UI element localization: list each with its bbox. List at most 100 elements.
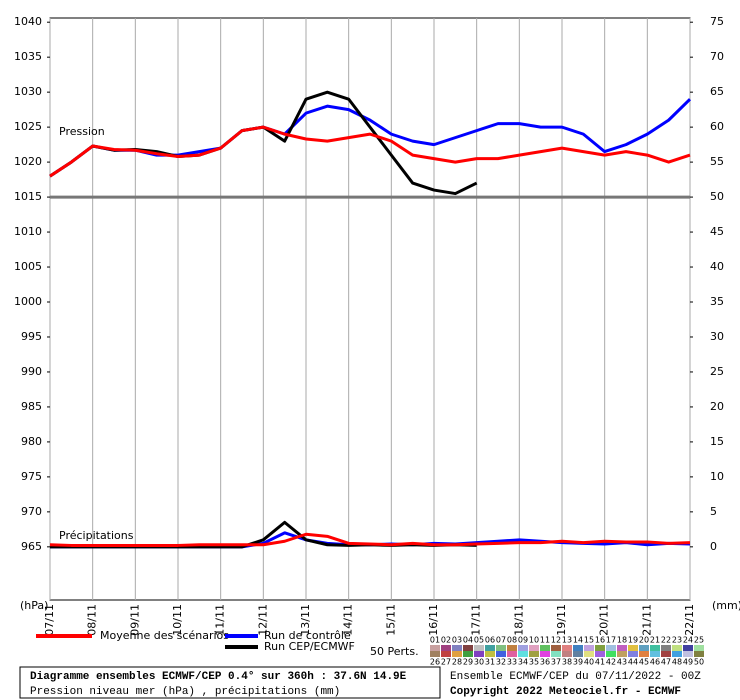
y-tick-label: 1025 <box>14 120 42 133</box>
x-tick-label: 09/11 <box>128 604 141 636</box>
annotation: Précipitations <box>59 529 134 542</box>
annotation: Pression <box>59 125 105 138</box>
perturbation-label: 43 <box>617 658 627 667</box>
perturbation-label: 16 <box>595 636 605 645</box>
plot-area <box>49 17 691 601</box>
y-tick-label: 1015 <box>14 190 42 203</box>
perturbation-label: 02 <box>441 636 451 645</box>
perturbation-label: 39 <box>573 658 583 667</box>
y2-tick-label: 5 <box>710 505 717 518</box>
y2-tick-label: 0 <box>710 540 717 553</box>
perturbation-label: 04 <box>463 636 473 645</box>
x-tick-label: 19/11 <box>555 604 568 636</box>
x-tick-label: 16/11 <box>427 604 440 636</box>
perturbation-label: 21 <box>650 636 660 645</box>
perturbation-swatch <box>441 645 451 651</box>
perturbation-label: 47 <box>661 658 671 667</box>
perturbation-label: 12 <box>551 636 561 645</box>
perturbation-label: 22 <box>661 636 671 645</box>
perturbation-label: 03 <box>452 636 462 645</box>
perturbation-label: 48 <box>672 658 682 667</box>
perturbation-label: 20 <box>639 636 649 645</box>
perturbation-swatch <box>639 645 649 651</box>
y-tick-label: 970 <box>21 505 42 518</box>
y-tick-label: 1020 <box>14 155 42 168</box>
perturbation-swatch <box>562 645 572 651</box>
perturbation-label: 28 <box>452 658 462 667</box>
y-tick-label: 985 <box>21 400 42 413</box>
perturbation-swatch <box>452 651 462 657</box>
perturbation-swatch <box>474 651 484 657</box>
perturbation-label: 38 <box>562 658 572 667</box>
copyright: Copyright 2022 Meteociel.fr - ECMWF <box>450 686 681 698</box>
perturbation-label: 23 <box>672 636 682 645</box>
perturbation-swatch <box>672 645 682 651</box>
perturbation-label: 24 <box>683 636 693 645</box>
x-tick-label: 21/11 <box>640 604 653 636</box>
perturbation-swatch <box>441 651 451 657</box>
perturbation-swatch <box>694 651 704 657</box>
perturbations-label: 50 Perts. <box>370 645 419 658</box>
perturbation-label: 30 <box>474 658 484 667</box>
x-tick-label: 14/11 <box>342 604 355 636</box>
perturbation-swatch <box>496 645 506 651</box>
perturbation-swatch <box>595 651 605 657</box>
perturbation-label: 32 <box>496 658 506 667</box>
perturbation-swatch <box>540 645 550 651</box>
perturbation-swatch <box>628 651 638 657</box>
perturbation-swatch <box>628 645 638 651</box>
y2-tick-label: 55 <box>710 155 724 168</box>
y-tick-label: 990 <box>21 365 42 378</box>
y2-tick-label: 15 <box>710 435 724 448</box>
perturbation-label: 05 <box>474 636 484 645</box>
x-tick-label: 12/11 <box>256 604 269 636</box>
perturbation-label: 31 <box>485 658 495 667</box>
y-tick-label: 1035 <box>14 50 42 63</box>
perturbation-label: 29 <box>463 658 473 667</box>
perturbation-label: 14 <box>573 636 583 645</box>
y2-tick-label: 60 <box>710 120 724 133</box>
perturbation-swatch <box>518 645 528 651</box>
y-tick-label: 1040 <box>14 15 42 28</box>
perturbation-swatch <box>430 645 440 651</box>
run-info: Ensemble ECMWF/CEP du 07/11/2022 - 00Z <box>450 671 701 683</box>
perturbation-label: 27 <box>441 658 451 667</box>
perturbation-label: 45 <box>639 658 649 667</box>
y2-tick-label: 10 <box>710 470 724 483</box>
perturbation-label: 18 <box>617 636 627 645</box>
perturbation-label: 46 <box>650 658 660 667</box>
y-tick-label: 1005 <box>14 260 42 273</box>
perturbation-label: 08 <box>507 636 517 645</box>
perturbation-label: 25 <box>694 636 704 645</box>
perturbation-label: 37 <box>551 658 561 667</box>
perturbation-swatch <box>485 651 495 657</box>
y-tick-label: 1000 <box>14 295 42 308</box>
y-tick-label: 975 <box>21 470 42 483</box>
y2-tick-label: 35 <box>710 295 724 308</box>
perturbation-swatch <box>430 651 440 657</box>
series-line <box>49 532 691 547</box>
perturbation-swatch <box>672 651 682 657</box>
perturbation-swatch <box>562 651 572 657</box>
perturbation-label: 06 <box>485 636 495 645</box>
series-line <box>49 125 691 178</box>
perturbation-label: 41 <box>595 658 605 667</box>
perturbation-label: 11 <box>540 636 550 645</box>
x-tick-label: 17/11 <box>470 604 483 636</box>
perturbation-swatch <box>507 651 517 657</box>
x-tick-label: 11/11 <box>214 604 227 636</box>
perturbation-swatch <box>639 651 649 657</box>
perturbation-swatch <box>529 645 539 651</box>
y2-tick-label: 45 <box>710 225 724 238</box>
y2-tick-label: 50 <box>710 190 724 203</box>
y-tick-label: 995 <box>21 330 42 343</box>
perturbation-swatch <box>617 651 627 657</box>
x-tick-label: 07/11 <box>43 604 56 636</box>
perturbation-swatch <box>606 651 616 657</box>
x-tick-label: 13/11 <box>299 604 312 636</box>
perturbation-swatch <box>540 651 550 657</box>
perturbation-swatch <box>529 651 539 657</box>
perturbation-swatch <box>606 645 616 651</box>
perturbation-label: 17 <box>606 636 616 645</box>
